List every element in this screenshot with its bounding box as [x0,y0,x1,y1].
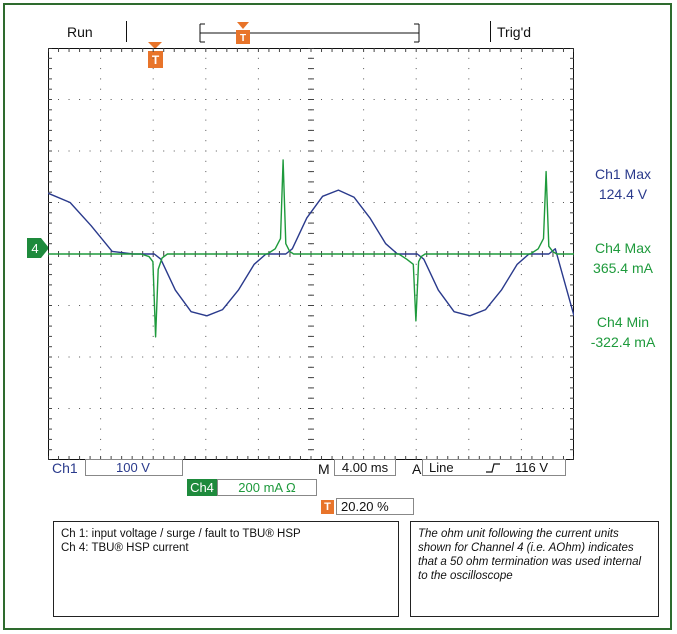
svg-text:T: T [152,53,160,67]
ch1-scale-value: 100 V [116,460,150,475]
outer-frame [3,3,672,630]
ch4-ground-marker[interactable]: 4 [26,237,50,259]
ch4-trace [48,159,574,338]
trigd-status: Trig'd [497,24,532,40]
status-divider-right [490,21,491,42]
ch1-max-value: 124.4 V [598,186,648,202]
ch4-scale-value: 200 mA Ω [238,480,296,495]
timebase-box[interactable]: 4.00 ms [334,459,396,476]
scope-display [48,48,574,460]
trigger-t-icon [148,51,163,68]
trigger-position-value: 20.20 % [341,499,389,514]
ch4-max-readout: Ch4 Max 365.4 mA [578,238,668,278]
a-label: A [412,461,422,477]
run-status: Run [67,24,93,40]
record-trigger-letter: T [240,33,246,44]
ch4-max-value: 365.4 mA [593,260,653,276]
trigger-source: Line [429,460,454,475]
ch4-label: Ch4 [187,479,217,496]
ch4-min-label: Ch4 Min [596,314,650,330]
svg-text:4: 4 [31,241,38,256]
trigger-position-marker[interactable]: T [146,40,166,72]
ch1-max-label: Ch1 Max [594,166,652,182]
ch4-scale-box[interactable]: 200 mA Ω [217,479,317,496]
trigger-position-box[interactable]: 20.20 % [336,498,414,515]
trigger-position-icon: T [321,500,334,514]
rising-edge-icon [486,463,500,473]
note-ch1: Ch 1: input voltage / surge / fault to T… [61,528,301,540]
ch1-label: Ch1 [52,460,78,476]
record-trigger-icon [236,30,250,44]
ch1-max-readout: Ch1 Max 124.4 V [578,164,668,204]
m-label: M [318,461,330,477]
trigger-level: 116 V [515,460,549,475]
trigger-box[interactable]: Line 116 V [422,459,566,476]
ch4-min-readout: Ch4 Min -322.4 mA [578,312,668,352]
ch1-trace [48,189,574,317]
timebase-value: 4.00 ms [341,460,389,475]
record-position-bar: T [199,22,420,44]
channel-legend-note: Ch 1: input voltage / surge / fault to T… [53,521,399,617]
ohm-unit-note: The ohm unit following the current units… [410,521,659,617]
ch4-min-value: -322.4 mA [590,334,656,350]
status-divider-left [126,21,127,42]
ch4-max-label: Ch4 Max [594,240,652,256]
ch1-scale-box[interactable]: 100 V [85,459,183,476]
waveform-traces [48,159,574,338]
note-ch4: Ch 4: TBU® HSP current [61,542,189,554]
